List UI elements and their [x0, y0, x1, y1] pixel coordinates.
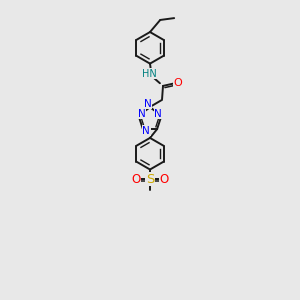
Text: N: N: [144, 99, 152, 109]
Text: N: N: [142, 126, 150, 136]
Text: O: O: [131, 173, 140, 186]
Text: N: N: [154, 109, 162, 119]
Text: HN: HN: [142, 69, 156, 79]
Text: O: O: [160, 173, 169, 186]
Text: S: S: [146, 173, 154, 186]
Text: O: O: [173, 78, 182, 88]
Text: N: N: [138, 109, 146, 119]
